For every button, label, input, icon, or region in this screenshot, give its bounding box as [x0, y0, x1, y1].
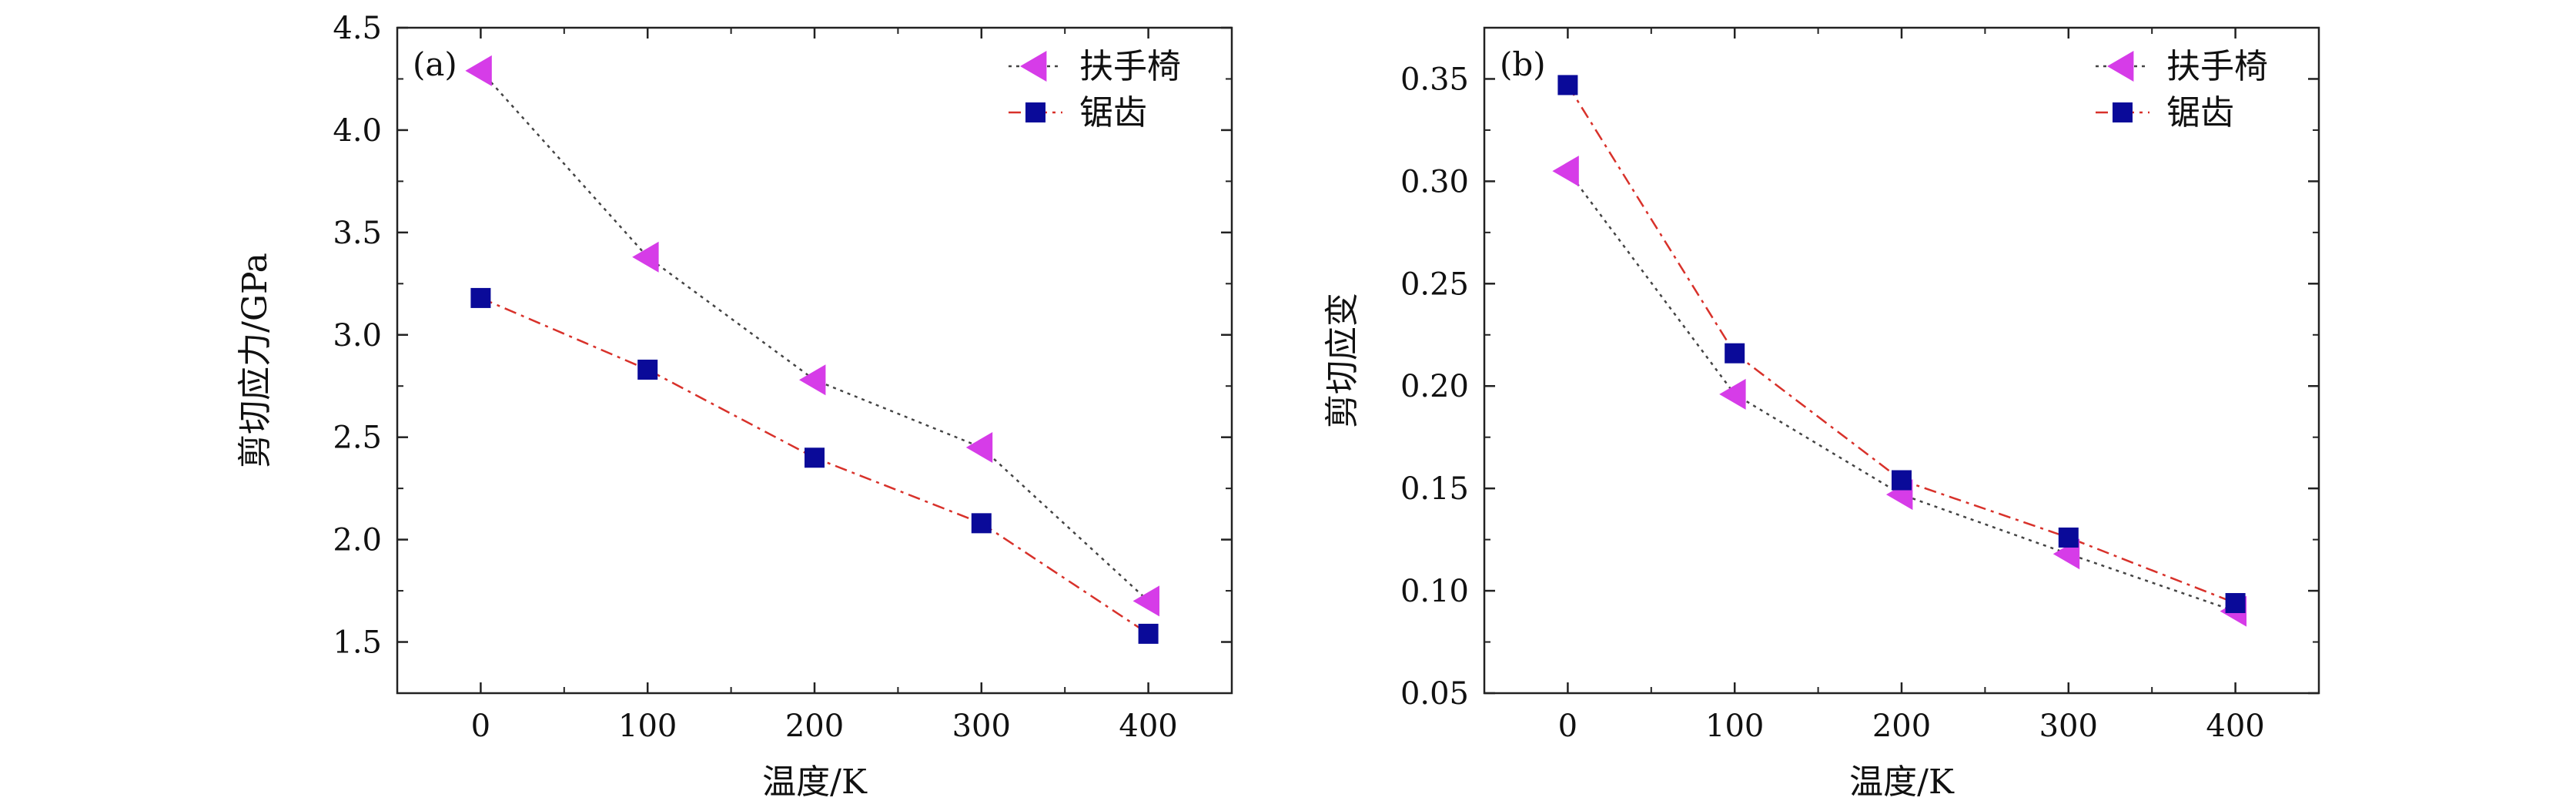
x-tick-label: 0: [471, 709, 490, 744]
y-tick-label: 0.25: [1400, 266, 1469, 302]
y-tick-label: 0.05: [1400, 676, 1469, 712]
y-tick-label: 0.20: [1400, 369, 1469, 404]
y-axis-label: 剪切应力/GPa: [236, 253, 275, 468]
x-tick-label: 300: [952, 709, 1011, 744]
data-point-series-0: [1552, 156, 1579, 187]
data-point-series-1: [1725, 343, 1745, 364]
y-tick-label: 0.35: [1400, 62, 1469, 97]
x-axis-label: 温度/K: [1849, 762, 1955, 802]
y-tick-label: 2.5: [333, 421, 382, 456]
y-tick-label: 3.5: [333, 216, 382, 251]
series-line-1: [1567, 84, 2236, 605]
legend-entry: 扶手椅: [1079, 47, 1181, 86]
legend-entry: 锯齿: [1079, 93, 1147, 132]
y-tick-label: 0.30: [1400, 164, 1469, 199]
x-axis-label: 温度/K: [762, 762, 868, 802]
data-point-series-0: [965, 431, 993, 463]
data-point-series-0: [799, 364, 826, 396]
x-tick-label: 200: [1872, 709, 1931, 744]
data-point-series-1: [2058, 527, 2079, 548]
data-point-series-1: [470, 287, 491, 308]
legend-marker: [1020, 51, 1047, 82]
data-point-series-1: [637, 359, 658, 380]
legend-marker: [2113, 102, 2133, 122]
y-tick-label: 3.0: [333, 318, 382, 354]
data-point-series-1: [1557, 75, 1578, 96]
chart-panel-a: 0 100 200 300 400 1.5 2.0 2.5 3.0 3.5 4.0 4.5 温度/K 剪切…: [236, 11, 1233, 802]
panel-label: (a): [413, 45, 457, 83]
x-tick-label: 0: [1558, 709, 1577, 744]
data-point-series-1: [971, 513, 992, 534]
y-tick-label: 4.0: [333, 113, 382, 149]
x-tick-label: 200: [785, 709, 844, 744]
data-point-series-1: [1892, 470, 1912, 491]
data-point-series-0: [1132, 585, 1159, 617]
y-tick-label: 1.5: [333, 625, 382, 661]
x-tick-label: 100: [618, 709, 677, 744]
y-tick-label: 4.5: [333, 11, 382, 46]
data-point-series-1: [1138, 623, 1159, 644]
data-point-series-0: [632, 241, 659, 273]
x-tick-label: 300: [2039, 709, 2098, 744]
y-tick-label: 0.15: [1400, 471, 1469, 507]
x-tick-label: 400: [2206, 709, 2264, 744]
legend-marker: [1025, 102, 1045, 122]
x-tick-label: 400: [1119, 709, 1177, 744]
data-point-series-1: [2225, 593, 2246, 614]
y-tick-label: 0.10: [1400, 574, 1469, 609]
legend-marker: [2107, 51, 2134, 82]
y-axis-label: 剪切应变: [1323, 293, 1362, 428]
panel-label: (b): [1500, 45, 1546, 83]
legend-entry: 锯齿: [2166, 93, 2234, 132]
data-point-series-0: [465, 55, 492, 86]
data-point-series-1: [805, 447, 825, 468]
chart-panel-b: 0 100 200 300 400 0.05 0.10 0.15 0.20 0.25 0.30 0.3…: [1323, 26, 2320, 802]
x-tick-label: 100: [1705, 709, 1764, 744]
series-line-0: [1567, 170, 2236, 612]
legend-entry: 扶手椅: [2166, 47, 2268, 86]
y-tick-label: 2.0: [333, 523, 382, 558]
series-line-0: [480, 69, 1149, 602]
data-point-series-0: [1719, 378, 1746, 410]
